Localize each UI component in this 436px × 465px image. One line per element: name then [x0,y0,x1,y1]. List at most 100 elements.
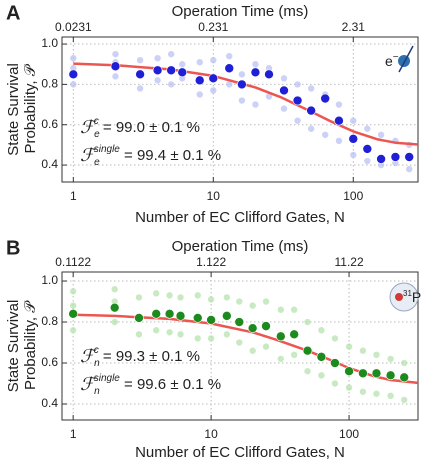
y-tick-label: 0.6 [41,355,58,369]
fidelity-sub: n [94,358,100,369]
mean-point [224,63,235,74]
mean-point [175,311,186,321]
x-tick-label: 100 [339,427,359,441]
raw-point [307,125,315,132]
mean-point [289,329,299,340]
raw-point [166,329,173,336]
mean-point [330,358,340,368]
raw-point [238,71,246,78]
mean-point [264,69,274,80]
top-tick-label: 11.22 [334,255,363,269]
raw-point [196,59,203,66]
raw-point [179,61,186,68]
top-tick-label: 2.31 [342,20,366,34]
raw-point [321,131,329,139]
fidelity-annotation: ℱec = 99.0 ± 0.1 % [80,116,200,140]
raw-point [207,335,215,342]
raw-point [177,294,184,301]
spin-arrow [398,45,414,73]
plot-frame [61,271,419,421]
mean-point [344,366,354,377]
raw-point [294,81,301,88]
icon-label: e− [385,52,399,69]
raw-point [226,52,233,60]
raw-point [153,327,160,334]
raw-point [290,351,298,359]
fidelity-value: = 99.6 ± 0.1 % [120,376,221,393]
mean-point [68,69,79,80]
mean-point [371,368,382,379]
y-tick-label: 0.4 [41,396,58,410]
raw-point [262,298,270,305]
raw-point [387,355,394,363]
fidelity-value: = 99.0 ± 0.1 % [99,119,200,136]
fidelity-sup: c [94,345,99,356]
fidelity-annotation: ℱnc = 99.3 ± 0.1 % [80,345,200,369]
raw-point [318,327,325,334]
raw-point [331,335,339,342]
mean-point [222,311,232,321]
mean-point [177,67,188,78]
raw-point [236,298,243,305]
icon-text: e [385,53,393,69]
raw-point [277,355,285,363]
raw-point [252,101,259,108]
raw-point [111,318,118,326]
raw-point [69,327,77,334]
y-tick-label: 0.8 [41,314,58,328]
raw-point [318,372,325,379]
fidelity-value: = 99.4 ± 0.1 % [120,147,221,164]
y-tick-label: 0.6 [41,117,58,131]
raw-point [406,165,413,173]
raw-point [210,87,217,94]
raw-point [136,56,144,64]
raw-point [350,151,357,159]
raw-point [111,298,118,305]
top-axis-title: Operation Time (ms) [172,3,309,20]
mean-point [362,144,373,154]
raw-point [290,306,298,313]
raw-point [262,343,270,350]
raw-point [210,56,217,64]
raw-point [359,347,367,354]
raw-point [249,347,256,354]
icon-sup: 31 [403,289,412,298]
raw-point [401,396,408,404]
mean-point [194,75,205,86]
fidelity-symbol: ℱ [80,346,97,367]
raw-point [69,302,77,309]
mean-point [320,93,330,104]
mean-point [348,134,359,144]
fidelity-symbol: ℱ [80,374,97,395]
raw-point [387,392,394,400]
raw-point [194,292,201,299]
mean-point [110,61,121,72]
y-axis-title: State Survival [5,63,22,156]
mean-point [68,309,78,319]
mean-point [208,73,219,84]
raw-point [350,117,357,124]
fidelity-sup: single [94,144,121,155]
mean-point [276,331,286,342]
x-tick-label: 100 [343,189,363,203]
mean-point [358,368,368,379]
mean-point [192,313,203,323]
raw-point [196,91,203,98]
fidelity-sub: e [94,129,100,140]
raw-point [111,286,118,293]
fidelity-symbol: ℱ [80,117,97,138]
raw-point [265,93,273,100]
y-tick-label: 1.0 [41,273,58,287]
y-axis-title: Probability, 𝒫 [22,63,39,153]
raw-point [226,81,233,88]
raw-point [373,351,380,359]
raw-point [136,85,144,92]
raw-point [401,359,408,367]
mean-point [306,105,316,116]
raw-point [223,331,231,338]
raw-point [154,54,161,62]
mean-point [234,317,245,327]
x-tick-label: 1 [70,189,77,203]
mean-point [237,79,247,90]
